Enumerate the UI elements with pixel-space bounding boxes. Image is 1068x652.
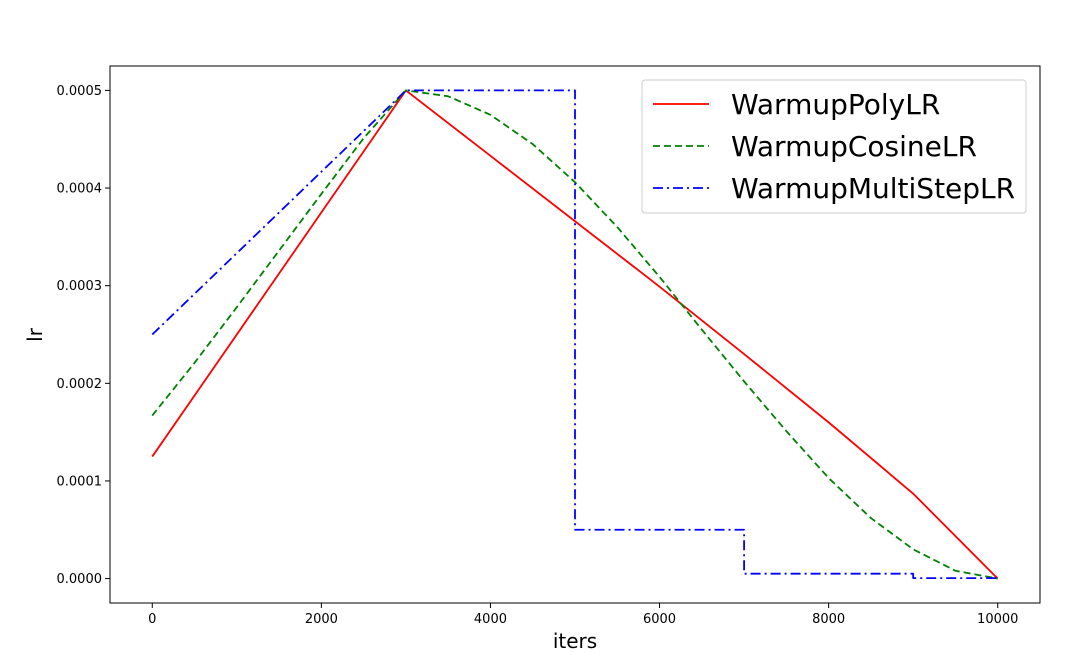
legend-label: WarmupCosineLR xyxy=(731,130,977,163)
legend-label: WarmupMultiStepLR xyxy=(731,172,1015,205)
y-tick-label: 0.0000 xyxy=(57,572,103,587)
x-axis-label: iters xyxy=(553,629,597,652)
x-tick-label: 6000 xyxy=(643,612,676,627)
x-tick-label: 2000 xyxy=(305,612,338,627)
series-line-warmuppolylr xyxy=(151,89,999,580)
x-tick-label: 8000 xyxy=(812,612,845,627)
y-tick-label: 0.0004 xyxy=(57,182,103,197)
y-tick-label: 0.0001 xyxy=(57,474,103,489)
x-tick-label: 4000 xyxy=(474,612,507,627)
y-axis-label: lr xyxy=(23,327,47,342)
y-tick-label: 0.0003 xyxy=(57,279,103,294)
series-line-warmupmultisteplr xyxy=(151,89,998,579)
series-line-warmupcosinelr xyxy=(151,89,998,580)
y-tick-label: 0.0002 xyxy=(57,377,103,392)
x-tick-label: 10000 xyxy=(977,612,1018,627)
legend-label: WarmupPolyLR xyxy=(731,88,940,121)
legend: WarmupPolyLR WarmupCosineLR WarmupMultiSte… xyxy=(641,79,1027,214)
y-tick-label: 0.0005 xyxy=(57,84,103,99)
x-tick-label: 0 xyxy=(148,612,156,627)
legend-box xyxy=(641,79,1027,214)
plot-area-frame xyxy=(109,65,1041,604)
